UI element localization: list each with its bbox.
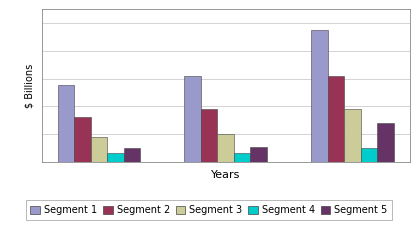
Bar — [250, 147, 267, 162]
Bar — [58, 86, 74, 162]
Bar — [217, 134, 234, 162]
Bar — [91, 137, 107, 162]
Bar — [377, 123, 394, 162]
Bar — [344, 109, 361, 162]
Bar — [124, 148, 140, 162]
Bar — [201, 109, 217, 162]
Y-axis label: $ Billions: $ Billions — [24, 63, 34, 108]
X-axis label: Years: Years — [211, 170, 240, 180]
Bar — [311, 30, 328, 162]
Bar — [184, 76, 201, 162]
Bar — [361, 148, 377, 162]
Legend: Segment 1, Segment 2, Segment 3, Segment 4, Segment 5: Segment 1, Segment 2, Segment 3, Segment… — [25, 200, 393, 220]
Bar — [74, 117, 91, 162]
Bar — [234, 153, 250, 162]
Bar — [328, 76, 344, 162]
Bar — [107, 153, 124, 162]
